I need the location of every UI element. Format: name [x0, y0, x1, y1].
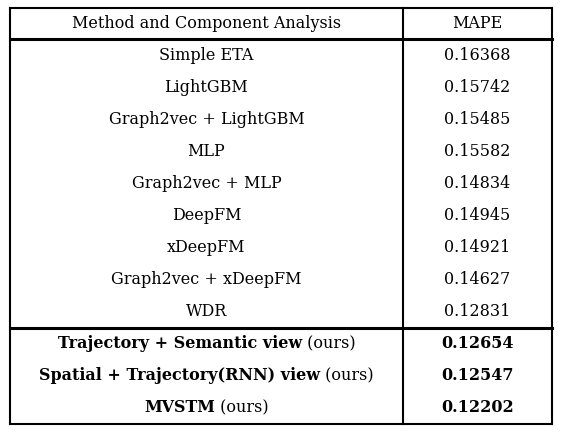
- Text: 0.14627: 0.14627: [445, 271, 511, 288]
- Text: 0.12202: 0.12202: [441, 400, 514, 416]
- Text: Trajectory + Semantic view: Trajectory + Semantic view: [57, 335, 302, 353]
- Text: 0.15582: 0.15582: [445, 143, 511, 160]
- Text: 0.15742: 0.15742: [445, 79, 511, 96]
- Text: 0.14834: 0.14834: [445, 175, 511, 192]
- Text: WDR: WDR: [186, 303, 227, 320]
- Text: Graph2vec + xDeepFM: Graph2vec + xDeepFM: [111, 271, 302, 288]
- Text: Graph2vec + MLP: Graph2vec + MLP: [132, 175, 282, 192]
- Text: 0.16368: 0.16368: [444, 47, 511, 64]
- Text: LightGBM: LightGBM: [165, 79, 248, 96]
- Text: Method and Component Analysis: Method and Component Analysis: [72, 15, 341, 32]
- Text: MVSTM: MVSTM: [144, 400, 215, 416]
- Text: 0.12831: 0.12831: [445, 303, 511, 320]
- Text: 0.12654: 0.12654: [441, 335, 514, 353]
- Text: 0.12547: 0.12547: [441, 367, 514, 384]
- Text: 0.14945: 0.14945: [445, 207, 511, 224]
- Text: (ours): (ours): [320, 367, 374, 384]
- Text: xDeepFM: xDeepFM: [167, 239, 246, 256]
- Text: (ours): (ours): [215, 400, 269, 416]
- Text: (ours): (ours): [302, 335, 355, 353]
- Text: Graph2vec + LightGBM: Graph2vec + LightGBM: [108, 111, 305, 128]
- Text: 0.14921: 0.14921: [445, 239, 511, 256]
- Text: Spatial + Trajectory(RNN) view: Spatial + Trajectory(RNN) view: [39, 367, 320, 384]
- Text: MAPE: MAPE: [452, 15, 502, 32]
- Text: MLP: MLP: [188, 143, 225, 160]
- Text: 0.15485: 0.15485: [445, 111, 511, 128]
- Text: DeepFM: DeepFM: [172, 207, 241, 224]
- Text: Simple ETA: Simple ETA: [159, 47, 253, 64]
